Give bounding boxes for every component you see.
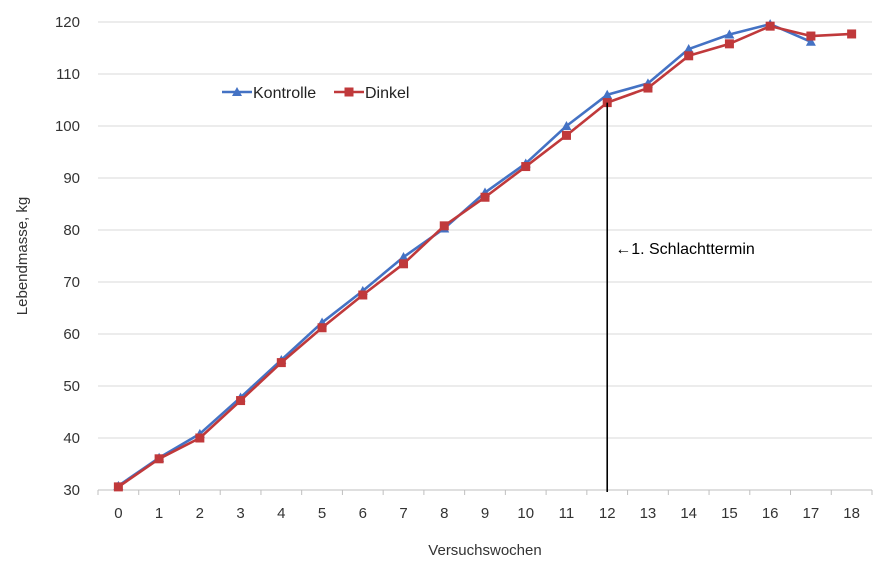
annotation: ←1. Schlachttermin	[606, 102, 755, 492]
y-tick-label: 50	[63, 378, 80, 395]
data-point-square	[236, 396, 246, 406]
data-point-square	[765, 21, 775, 31]
legend-item-kontrolle: Kontrolle	[222, 85, 316, 102]
y-tick-label: 80	[63, 222, 80, 239]
data-point-square	[521, 162, 531, 172]
data-point-square	[399, 259, 409, 269]
data-point-square	[276, 358, 286, 368]
x-tick-label: 0	[114, 505, 122, 522]
x-tick-label: 18	[843, 505, 860, 522]
data-point-square	[358, 290, 368, 300]
data-point-triangle	[561, 121, 572, 130]
y-tick-label: 70	[63, 274, 80, 291]
x-axis	[97, 489, 873, 495]
legend-label: Kontrolle	[253, 85, 316, 102]
data-point-square	[439, 221, 449, 231]
x-axis-label: Versuchswochen	[428, 542, 541, 559]
x-tick-label: 16	[762, 505, 779, 522]
data-point-square	[684, 51, 694, 61]
y-tick-label: 120	[55, 14, 80, 31]
y-tick-label: 60	[63, 326, 80, 343]
data-point-square	[154, 454, 164, 464]
legend-item-dinkel: Dinkel	[334, 85, 409, 102]
data-point-triangle	[602, 89, 613, 99]
x-tick-label: 11	[559, 505, 575, 522]
data-point-square	[724, 39, 734, 49]
x-tick-label: 8	[440, 505, 448, 522]
data-point-square	[480, 192, 490, 202]
legend-label: Dinkel	[365, 85, 409, 102]
y-tick-label: 110	[56, 66, 80, 83]
data-point-square	[643, 83, 653, 93]
data-point-square	[344, 87, 354, 97]
data-point-square	[847, 29, 857, 39]
x-tick-label: 10	[517, 505, 534, 522]
slaughter-date-label: ←1. Schlachttermin	[615, 241, 755, 258]
x-tick-label: 15	[721, 505, 738, 522]
x-tick-label: 14	[680, 505, 697, 522]
series-group	[113, 19, 857, 492]
x-tick-labels: 0 1 2 3 4 5 6 7 8 9 10 11 12 13 14 15 16 17 18	[114, 505, 860, 522]
x-tick-label: 17	[803, 505, 820, 522]
data-point-square	[195, 433, 205, 443]
data-point-triangle	[724, 29, 735, 39]
x-tick-label: 12	[599, 505, 616, 522]
x-tick-label: 9	[481, 505, 489, 522]
x-tick-label: 7	[399, 505, 407, 522]
x-tick-label: 4	[277, 505, 285, 522]
y-tick-label: 100	[55, 118, 80, 135]
x-tick-label: 5	[318, 505, 326, 522]
data-point-square	[113, 482, 123, 492]
data-point-square	[806, 31, 816, 41]
legend: Kontrolle Dinkel	[222, 85, 409, 102]
series-dinkel	[113, 21, 857, 492]
data-point-triangle	[232, 87, 242, 96]
x-tick-label: 1	[155, 505, 163, 522]
gridlines	[98, 21, 872, 439]
x-tick-label: 13	[640, 505, 657, 522]
x-tick-label: 3	[236, 505, 244, 522]
data-point-square	[561, 130, 571, 140]
data-point-triangle	[398, 252, 409, 262]
y-tick-labels: 30 40 50 60 70 80 90 100 110 120	[55, 14, 80, 499]
data-point-square	[317, 323, 327, 333]
x-tick-label: 2	[196, 505, 204, 522]
y-tick-label: 40	[63, 430, 80, 447]
y-tick-label: 30	[63, 482, 80, 499]
y-tick-label: 90	[63, 170, 80, 187]
y-axis-label: Lebendmasse, kg	[14, 197, 31, 315]
data-point-triangle	[683, 44, 694, 54]
x-tick-label: 6	[359, 505, 367, 522]
data-point-triangle	[805, 36, 816, 46]
